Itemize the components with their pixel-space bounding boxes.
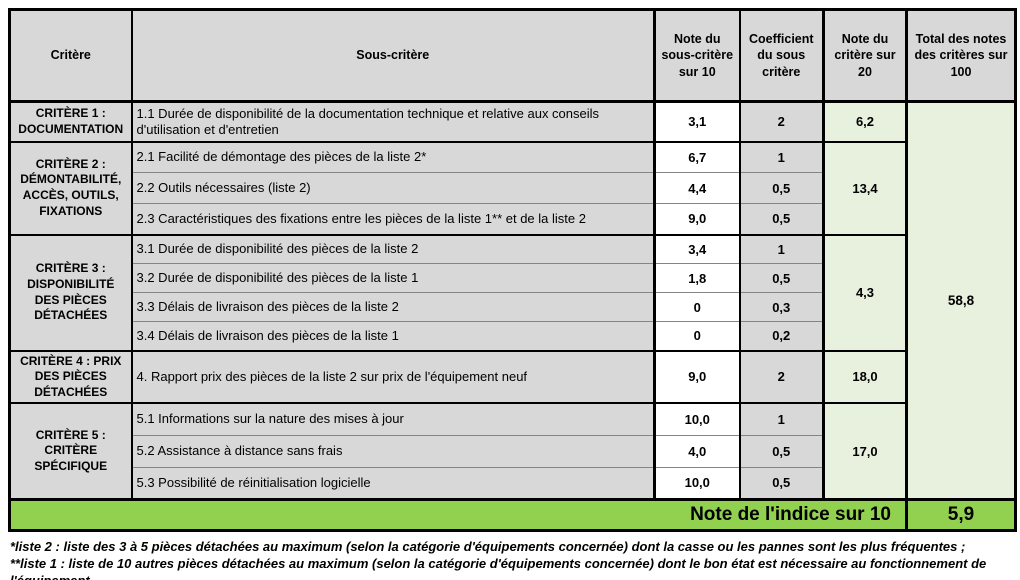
subcriterion-2-2-label: 2.2 Outils nécessaires (liste 2) xyxy=(130,172,655,204)
col-header-note-sous-critere: Note du sous-critère sur 10 xyxy=(653,9,740,103)
subcriterion-1-1-note: 3,1 xyxy=(653,100,740,142)
subcriterion-3-4-note: 0 xyxy=(653,321,740,351)
criterion-1-label: CRITÈRE 1 : DOCUMENTATION xyxy=(9,100,132,142)
subcriterion-5-2-coef: 0,5 xyxy=(738,434,824,468)
subcriterion-5-1-label: 5.1 Informations sur la nature des mises… xyxy=(130,402,655,436)
subcriterion-3-4-coef: 0,2 xyxy=(738,321,824,351)
subcriterion-5-2-note: 4,0 xyxy=(653,434,740,468)
col-header-sous-critere: Sous-critère xyxy=(130,9,655,103)
col-header-note-critere: Note du critère sur 20 xyxy=(822,9,907,103)
col-header-total: Total des notes des critères sur 100 xyxy=(905,9,1016,103)
subcriterion-2-2-note: 4,4 xyxy=(653,172,740,204)
table-row: 3.4 Délais de livraison des pièces de la… xyxy=(10,321,1016,351)
footnote-liste-1: **liste 1 : liste de 10 autres pièces dé… xyxy=(10,555,987,580)
subcriterion-5-3-label: 5.3 Possibilité de réinitialisation logi… xyxy=(130,466,655,500)
subcriterion-3-1-coef: 1 xyxy=(738,233,824,264)
criterion-3-label: CRITÈRE 3 : DISPONIBILITÉ DES PIÈCES DÉT… xyxy=(9,233,132,351)
criterion-4-label: CRITÈRE 4 : PRIX DES PIÈCES DÉTACHÉES xyxy=(9,349,132,404)
subcriterion-5-2-label: 5.2 Assistance à distance sans frais xyxy=(130,434,655,468)
col-header-critere: Critère xyxy=(9,9,132,103)
criterion-5-note-20: 17,0 xyxy=(822,402,907,500)
subcriterion-4-coef: 2 xyxy=(738,349,824,404)
subcriterion-3-3-label: 3.3 Délais de livraison des pièces de la… xyxy=(130,292,655,322)
criterion-5-label: CRITÈRE 5 : CRITÈRE SPÉCIFIQUE xyxy=(9,402,132,500)
criterion-2-note-20: 13,4 xyxy=(822,140,907,235)
col-header-coefficient: Coefficient du sous critère xyxy=(738,9,824,103)
subcriterion-4-note: 9,0 xyxy=(653,349,740,404)
subcriterion-5-1-coef: 1 xyxy=(738,402,824,436)
table-row: 3.2 Durée de disponibilité des pièces de… xyxy=(10,263,1016,293)
subcriterion-2-2-coef: 0,5 xyxy=(738,172,824,204)
subcriterion-2-3-coef: 0,5 xyxy=(738,203,824,235)
criterion-2-label: CRITÈRE 2 : DÉMONTABILITÉ, ACCÈS, OUTILS… xyxy=(9,140,132,235)
footnotes: *liste 2 : liste des 3 à 5 pièces détach… xyxy=(8,538,1013,580)
table-row: 2.2 Outils nécessaires (liste 2) 4,4 0,5 xyxy=(10,172,1016,204)
subcriterion-3-3-note: 0 xyxy=(653,292,740,322)
subcriterion-3-2-coef: 0,5 xyxy=(738,263,824,293)
table-row: CRITÈRE 5 : CRITÈRE SPÉCIFIQUE 5.1 Infor… xyxy=(9,402,1016,500)
subcriterion-3-4-label: 3.4 Délais de livraison des pièces de la… xyxy=(130,321,655,351)
subcriterion-4-label: 4. Rapport prix des pièces de la liste 2… xyxy=(130,349,655,404)
subcriterion-3-1-label: 3.1 Durée de disponibilité des pièces de… xyxy=(130,233,655,264)
table-row: 5.3 Possibilité de réinitialisation logi… xyxy=(10,466,1016,500)
subcriterion-3-2-note: 1,8 xyxy=(653,263,740,293)
subcriterion-2-3-note: 9,0 xyxy=(653,203,740,235)
subcriterion-5-3-coef: 0,5 xyxy=(738,466,824,500)
subcriterion-1-1-coef: 2 xyxy=(738,100,824,142)
subcriterion-3-1-note: 3,4 xyxy=(653,233,740,264)
criterion-4-note-20: 18,0 xyxy=(822,349,907,404)
subcriterion-1-1-label: 1.1 Durée de disponibilité de la documen… xyxy=(130,100,655,142)
criterion-3-note-20: 4,3 xyxy=(822,233,907,351)
subcriterion-2-1-coef: 1 xyxy=(738,140,824,173)
table-row: 2.3 Caractéristiques des fixations entre… xyxy=(10,203,1016,235)
subcriterion-5-3-note: 10,0 xyxy=(653,466,740,500)
table-header-row: Critère Sous-critère Note du sous-critèr… xyxy=(9,9,1016,103)
footnote-liste-2: *liste 2 : liste des 3 à 5 pièces détach… xyxy=(10,538,966,554)
table-row: 5.2 Assistance à distance sans frais 4,0… xyxy=(10,434,1016,468)
index-score-label: Note de l'indice sur 10 xyxy=(9,497,907,531)
table-row: 3.3 Délais de livraison des pièces de la… xyxy=(10,292,1016,322)
subcriterion-2-1-note: 6,7 xyxy=(653,140,740,173)
subcriterion-2-1-label: 2.1 Facilité de démontage des pièces de … xyxy=(130,140,655,173)
index-score-row: Note de l'indice sur 10 5,9 xyxy=(9,497,1016,531)
subcriterion-5-1-note: 10,0 xyxy=(653,402,740,436)
repairability-table: Critère Sous-critère Note du sous-critèr… xyxy=(8,8,1017,532)
subcriterion-3-3-coef: 0,3 xyxy=(738,292,824,322)
table-row: CRITÈRE 3 : DISPONIBILITÉ DES PIÈCES DÉT… xyxy=(9,233,1016,351)
total-notes-cell: 58,8 xyxy=(905,100,1016,500)
subcriterion-3-2-label: 3.2 Durée de disponibilité des pièces de… xyxy=(130,263,655,293)
subcriterion-2-3-label: 2.3 Caractéristiques des fixations entre… xyxy=(130,203,655,235)
criterion-1-note-20: 6,2 xyxy=(822,100,907,142)
table-row: CRITÈRE 4 : PRIX DES PIÈCES DÉTACHÉES 4.… xyxy=(9,349,1016,404)
table-row: CRITÈRE 1 : DOCUMENTATION 1.1 Durée de d… xyxy=(9,100,1016,500)
table-row: CRITÈRE 2 : DÉMONTABILITÉ, ACCÈS, OUTILS… xyxy=(9,140,1016,235)
index-score-value: 5,9 xyxy=(905,497,1016,531)
